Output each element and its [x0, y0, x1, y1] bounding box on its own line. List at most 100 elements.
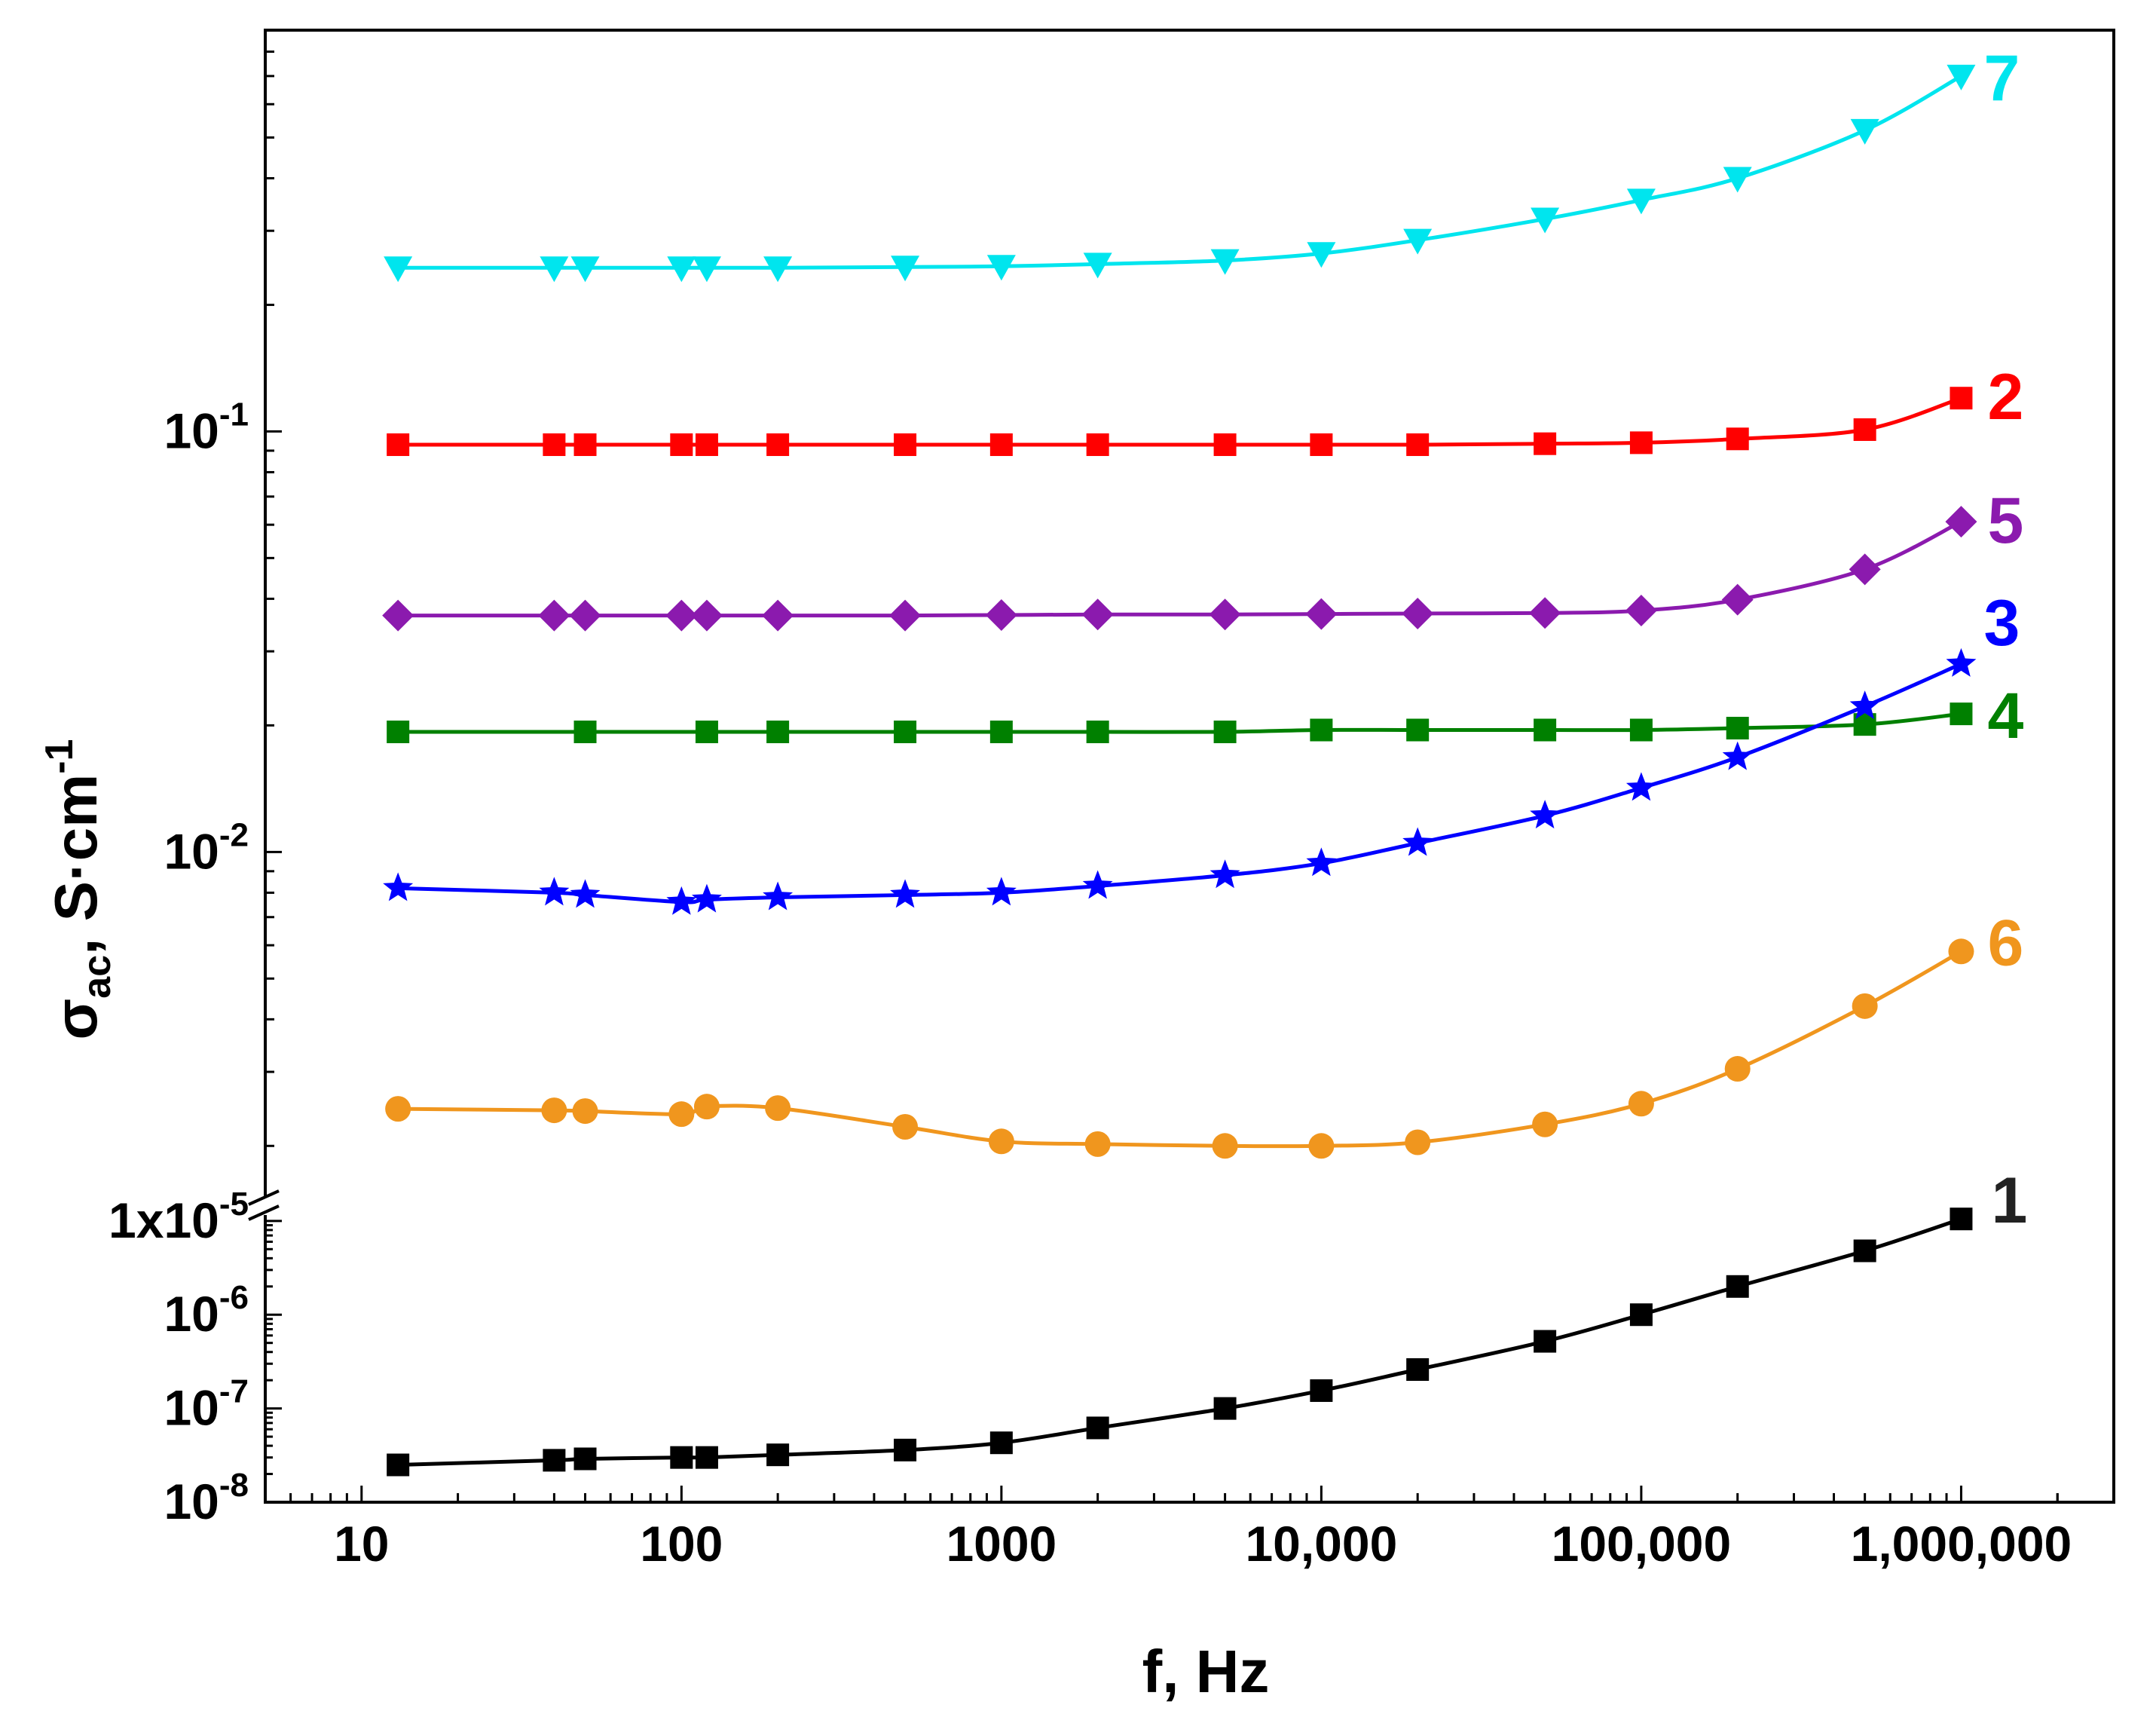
data-point	[539, 877, 570, 906]
data-point	[1083, 253, 1112, 279]
series-line-7	[398, 74, 1962, 270]
series-line-5	[398, 519, 1962, 618]
data-point	[666, 886, 697, 915]
data-point	[691, 883, 722, 913]
data-point	[387, 1453, 410, 1477]
data-point	[1849, 690, 1880, 720]
data-point	[763, 881, 794, 911]
data-point	[668, 1101, 695, 1128]
data-point	[1853, 418, 1876, 441]
data-point	[988, 1128, 1014, 1155]
series-4: 4	[387, 680, 2023, 752]
data-point	[1212, 1133, 1238, 1159]
data-point	[1628, 1091, 1654, 1117]
data-point	[383, 872, 414, 901]
x-tick-label: 1,000,000	[1851, 1516, 2072, 1572]
y-tick-label: 10-2	[164, 816, 249, 879]
plot-border	[264, 29, 2115, 1504]
data-point	[894, 1438, 917, 1461]
x-tick-label: 1000	[946, 1516, 1057, 1572]
y-tick-label: 10-8	[164, 1467, 249, 1529]
data-point	[1086, 721, 1109, 744]
data-point	[1213, 1397, 1237, 1420]
data-point	[695, 433, 718, 456]
data-point	[1531, 207, 1560, 234]
data-point	[384, 256, 413, 283]
data-point	[1948, 938, 1974, 965]
data-point	[1849, 553, 1881, 586]
data-point	[889, 599, 922, 632]
data-point	[1726, 1275, 1749, 1298]
data-point	[570, 879, 601, 908]
data-point	[667, 256, 696, 283]
data-point	[385, 1096, 411, 1122]
data-point	[665, 599, 698, 632]
data-point	[1626, 188, 1656, 215]
series-label-7: 7	[1983, 42, 2020, 115]
data-point	[1213, 721, 1237, 744]
data-point	[1209, 598, 1241, 631]
axis-break-mark	[248, 1189, 280, 1221]
series-line-6	[398, 950, 1962, 1149]
plot-frame	[248, 29, 2115, 1504]
data-point	[382, 599, 414, 632]
series-5: 5	[382, 485, 2023, 632]
data-point	[543, 433, 566, 456]
data-point	[1625, 595, 1657, 627]
data-point	[1402, 597, 1434, 629]
data-point	[692, 256, 721, 283]
data-point	[762, 599, 794, 632]
x-tick-label: 100	[640, 1516, 723, 1572]
data-point	[1625, 772, 1656, 801]
data-point	[1629, 718, 1653, 742]
data-point	[1724, 1056, 1751, 1082]
y-tick-label: 10-6	[164, 1279, 249, 1342]
y-tick-label: 10-1	[164, 396, 249, 458]
data-point	[1852, 993, 1878, 1019]
data-point	[1950, 387, 1973, 410]
data-point	[573, 433, 597, 456]
data-point	[892, 1114, 919, 1140]
data-point	[573, 1447, 597, 1471]
series-line-2	[398, 396, 1962, 447]
data-point	[1084, 1131, 1111, 1157]
series-label-5: 5	[1987, 485, 2023, 557]
x-tick-label: 10,000	[1245, 1516, 1397, 1572]
data-point	[1534, 432, 1557, 455]
series-3: 3	[383, 587, 2020, 915]
data-point	[541, 1097, 567, 1124]
data-point	[985, 598, 1017, 631]
data-point	[1306, 847, 1337, 877]
series-label-2: 2	[1987, 361, 2023, 433]
data-point	[1210, 859, 1240, 889]
data-point	[1406, 1358, 1430, 1382]
data-point	[570, 256, 600, 283]
data-point	[1629, 431, 1653, 455]
data-point	[572, 1098, 598, 1125]
data-point	[1082, 870, 1113, 899]
data-point	[1534, 718, 1557, 742]
data-point	[569, 599, 601, 632]
data-point	[1406, 718, 1430, 742]
series-label-3: 3	[1983, 587, 2020, 660]
data-point	[766, 1443, 790, 1467]
series-line-3	[398, 662, 1962, 904]
data-point	[986, 877, 1017, 906]
data-point	[1534, 1330, 1557, 1353]
series-1: 1	[387, 1165, 2027, 1477]
data-point	[695, 1446, 718, 1469]
data-point	[1946, 647, 1977, 677]
data-point	[891, 256, 920, 282]
data-series: 7 2 5 4 3 6 1	[382, 42, 2027, 1477]
data-point	[1086, 433, 1109, 456]
data-point	[1950, 1207, 1973, 1231]
x-tick-label: 100,000	[1552, 1516, 1732, 1572]
data-point	[766, 433, 790, 456]
data-point	[894, 721, 917, 744]
data-point	[1945, 506, 1977, 538]
data-point	[986, 255, 1016, 281]
data-point	[1308, 1133, 1335, 1159]
data-point	[1721, 583, 1754, 616]
